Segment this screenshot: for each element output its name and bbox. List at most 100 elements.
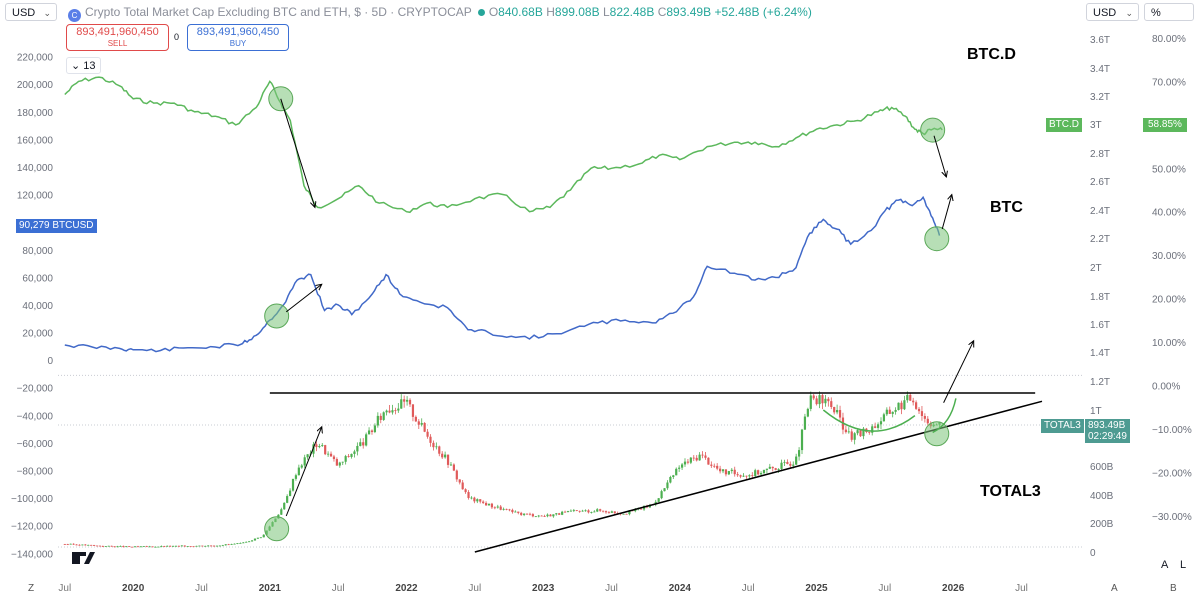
total3-candle — [806, 408, 809, 417]
total3-candle — [87, 544, 90, 546]
total3-candle — [452, 464, 455, 471]
total3-candle — [569, 510, 573, 512]
total3-candle — [520, 512, 523, 515]
log-scale-button[interactable]: L — [1180, 559, 1187, 571]
buy-label: BUY — [229, 39, 247, 48]
total3-candle — [356, 445, 359, 452]
total3-candle — [604, 511, 608, 513]
left-axis-tick-label: −80,000 — [17, 467, 54, 478]
btcd-percent-tag: 58.85% — [1143, 118, 1187, 132]
total3-candle — [394, 410, 397, 412]
percent-scale-select[interactable]: % — [1144, 3, 1194, 21]
total3-candle — [327, 453, 330, 455]
total3-candle — [242, 542, 245, 544]
total3-candle — [318, 446, 321, 448]
total3-candle — [581, 510, 584, 512]
total3-candle — [897, 402, 900, 410]
total3-candle — [417, 421, 420, 425]
btcd-annotation: BTC.D — [967, 46, 1016, 63]
left-axis-tick-label: 60,000 — [22, 273, 53, 284]
annotation-arrow[interactable] — [285, 427, 322, 517]
auto-scale-button-left[interactable]: A — [1111, 583, 1118, 594]
total3-candle — [221, 545, 224, 547]
indicator-count: 13 — [83, 60, 96, 72]
total3-candle — [367, 430, 371, 435]
annotation-arrow[interactable] — [943, 341, 974, 403]
legend-title: Crypto Total Market Cap Excluding BTC an… — [85, 5, 472, 19]
scale-settings-button[interactable]: B — [1170, 583, 1177, 594]
total3-candle — [628, 510, 631, 515]
sell-button[interactable]: 893,491,960,450 SELL — [66, 24, 169, 51]
total3-candle — [180, 545, 183, 547]
total3-candle — [719, 468, 722, 472]
currency-select-right[interactable]: USD ⌄ — [1086, 3, 1139, 21]
spread-value: 0 — [174, 32, 180, 42]
total3-candle — [446, 454, 450, 465]
annotation-arrow[interactable] — [280, 98, 315, 208]
total3-candle — [844, 429, 847, 433]
currency-select-left[interactable]: USD ⌄ — [5, 3, 57, 21]
annotation-arrow[interactable] — [285, 284, 322, 313]
total3-candle — [420, 422, 423, 425]
legend-close-key: C — [657, 5, 667, 19]
total3-candle — [523, 513, 526, 515]
total3-candle — [379, 415, 382, 420]
total3-candle — [914, 402, 918, 409]
annotation-arrow[interactable] — [933, 135, 946, 177]
sell-price: 893,491,960,450 — [76, 26, 159, 38]
total3-candle — [745, 475, 748, 477]
total3-candle — [739, 475, 742, 477]
support-trendline[interactable] — [474, 400, 1043, 553]
indicator-counter[interactable]: ⌄ 13 — [66, 57, 101, 74]
total3-candle — [432, 442, 435, 448]
currency-select-left-label: USD — [12, 7, 36, 19]
total3-candle — [248, 541, 251, 543]
total3-candle — [754, 470, 757, 476]
zoom-reset-button[interactable]: Z — [28, 583, 35, 594]
total3-candle — [128, 546, 131, 548]
total3-candle — [262, 534, 265, 538]
total3-candle — [139, 546, 142, 548]
total3-candle — [695, 457, 698, 461]
buy-button[interactable]: 893,491,960,450 BUY — [187, 24, 289, 51]
left-axis-tick-label: 20,000 — [22, 329, 53, 340]
auto-scale-button[interactable]: A — [1161, 559, 1169, 571]
total3-candle — [827, 398, 830, 402]
legend-open-value: 840.68B — [498, 5, 543, 19]
total3-candle — [303, 457, 306, 466]
total3-axis-tick-label: 3T — [1090, 120, 1102, 131]
total3-candle — [376, 415, 379, 426]
total3-axis-tick-label: 3.6T — [1090, 35, 1110, 46]
total3-candle — [505, 508, 508, 510]
total3-candle — [912, 400, 915, 403]
percent-axis-tick-label: 10.00% — [1152, 338, 1186, 349]
annotation-arrow[interactable] — [941, 195, 952, 230]
total3-candle — [590, 512, 593, 513]
x-axis-tick-label: Jul — [1015, 583, 1028, 594]
left-axis-tick-label: 140,000 — [17, 163, 54, 174]
total3-candle — [584, 510, 587, 512]
total3-candle — [157, 546, 160, 548]
total3-candle — [777, 468, 780, 470]
total3-candle — [201, 545, 204, 547]
chevron-down-icon: ⌄ — [43, 8, 51, 18]
total3-candle — [72, 543, 75, 545]
highlight-circle — [924, 421, 950, 447]
total3-candle — [204, 545, 207, 547]
total3-candle — [733, 469, 736, 475]
percent-axis-tick-label: 70.00% — [1152, 77, 1186, 88]
total3-candle — [482, 501, 485, 503]
total3-candle — [382, 412, 385, 420]
left-axis-tick-label: 40,000 — [22, 301, 53, 312]
total3-candle — [859, 430, 862, 437]
total3-axis-tick-label: 3.2T — [1090, 92, 1110, 103]
total3-candle — [786, 461, 789, 464]
total3-candle — [131, 546, 134, 548]
total3-candle — [142, 546, 145, 548]
total3-annotation: TOTAL3 — [980, 483, 1041, 500]
total3-candle — [280, 509, 283, 515]
total3-candle — [713, 465, 716, 467]
total3-candle — [110, 545, 113, 547]
total3-candle — [215, 545, 219, 547]
